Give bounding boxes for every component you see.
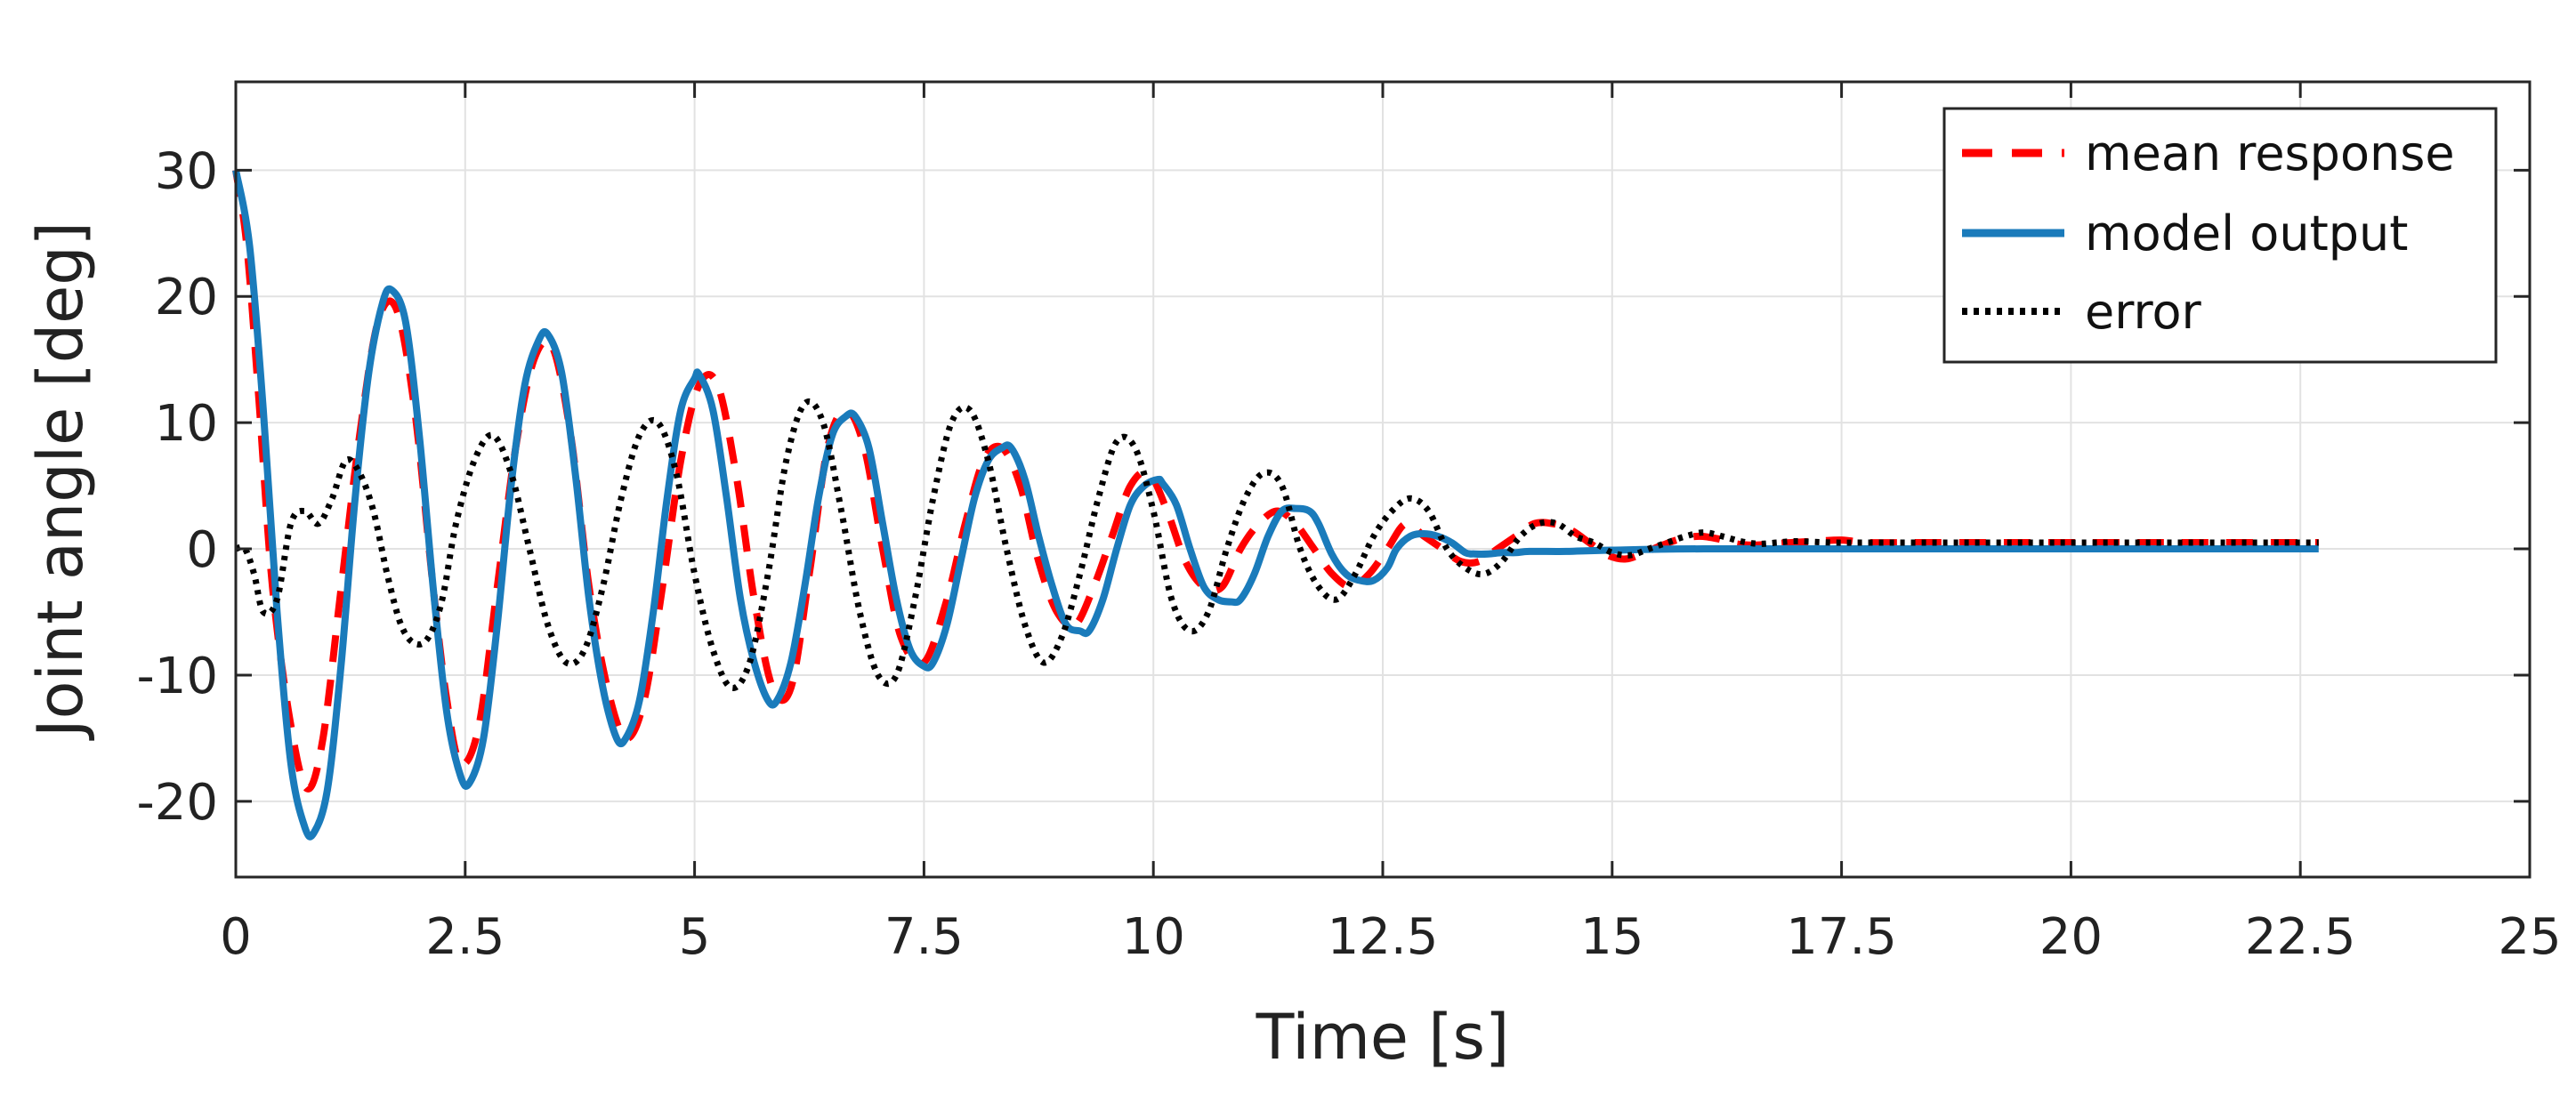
x-axis-label: Time [s] — [1256, 1001, 1510, 1074]
x-tick-label: 2.5 — [425, 908, 505, 966]
x-tick-label: 25 — [2498, 908, 2561, 966]
legend: mean response model output error — [1942, 107, 2498, 364]
x-tick-label: 10 — [1122, 908, 1185, 966]
plot-series — [232, 169, 2319, 841]
series-line-error — [235, 398, 2319, 691]
x-tick-label: 15 — [1580, 908, 1643, 966]
y-tick-label: 20 — [155, 269, 218, 326]
y-tick-label: -20 — [137, 774, 218, 832]
y-tick-label: 10 — [155, 395, 218, 453]
y-tick-labels: -20 -10 0 10 20 30 — [137, 142, 218, 832]
legend-label-error: error — [2085, 284, 2202, 340]
y-tick-label: -10 — [137, 648, 218, 705]
x-tick-labels: 0 2.5 5 7.5 10 12.5 15 17.5 20 22.5 25 — [220, 908, 2561, 966]
x-tick-label: 7.5 — [884, 908, 964, 966]
legend-label-model-output: model output — [2085, 205, 2408, 262]
y-axis-label: Joint angle [deg] — [24, 221, 97, 741]
x-tick-label: 5 — [679, 908, 711, 966]
x-tick-label: 22.5 — [2245, 908, 2356, 966]
x-tick-label: 17.5 — [1786, 908, 1897, 966]
axis-ticks — [234, 82, 2532, 877]
x-tick-label: 20 — [2039, 908, 2103, 966]
x-tick-label: 12.5 — [1328, 908, 1439, 966]
series-line-model-output — [232, 169, 2319, 841]
y-tick-label: 0 — [186, 521, 218, 579]
y-tick-label: 30 — [155, 142, 218, 200]
legend-label-mean-response: mean response — [2085, 125, 2455, 181]
series-line-mean-response — [232, 169, 2319, 793]
x-tick-label: 0 — [220, 908, 252, 966]
